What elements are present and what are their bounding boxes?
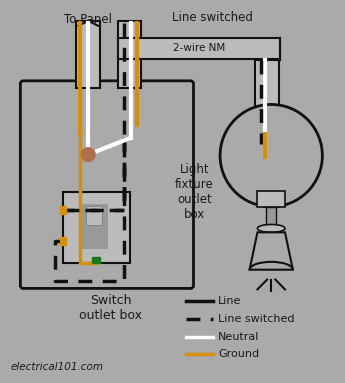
Circle shape (81, 148, 95, 162)
Text: Switch
outlet box: Switch outlet box (79, 294, 142, 322)
Text: 2-wire NM: 2-wire NM (173, 43, 225, 53)
Text: Line: Line (218, 296, 241, 306)
Polygon shape (249, 232, 293, 270)
Text: To Panel: To Panel (64, 13, 112, 26)
Bar (86, 206, 102, 226)
Bar (63, 192, 130, 263)
Text: Line switched: Line switched (172, 11, 253, 24)
Bar (118, 38, 280, 59)
Bar (60, 206, 66, 214)
Bar (60, 237, 66, 245)
Bar (118, 21, 141, 88)
Text: Neutral: Neutral (218, 332, 259, 342)
Circle shape (220, 105, 322, 207)
FancyBboxPatch shape (20, 81, 194, 288)
Text: Ground: Ground (218, 349, 259, 359)
Bar (266, 207, 276, 228)
Text: Light
fixture
outlet
box: Light fixture outlet box (175, 163, 214, 221)
Bar (256, 60, 279, 139)
Bar (92, 257, 100, 263)
Ellipse shape (257, 224, 285, 232)
Text: electrical101.com: electrical101.com (10, 362, 103, 372)
Bar (82, 204, 108, 249)
Bar (257, 191, 285, 207)
Text: Line switched: Line switched (218, 314, 295, 324)
Bar (77, 21, 100, 88)
